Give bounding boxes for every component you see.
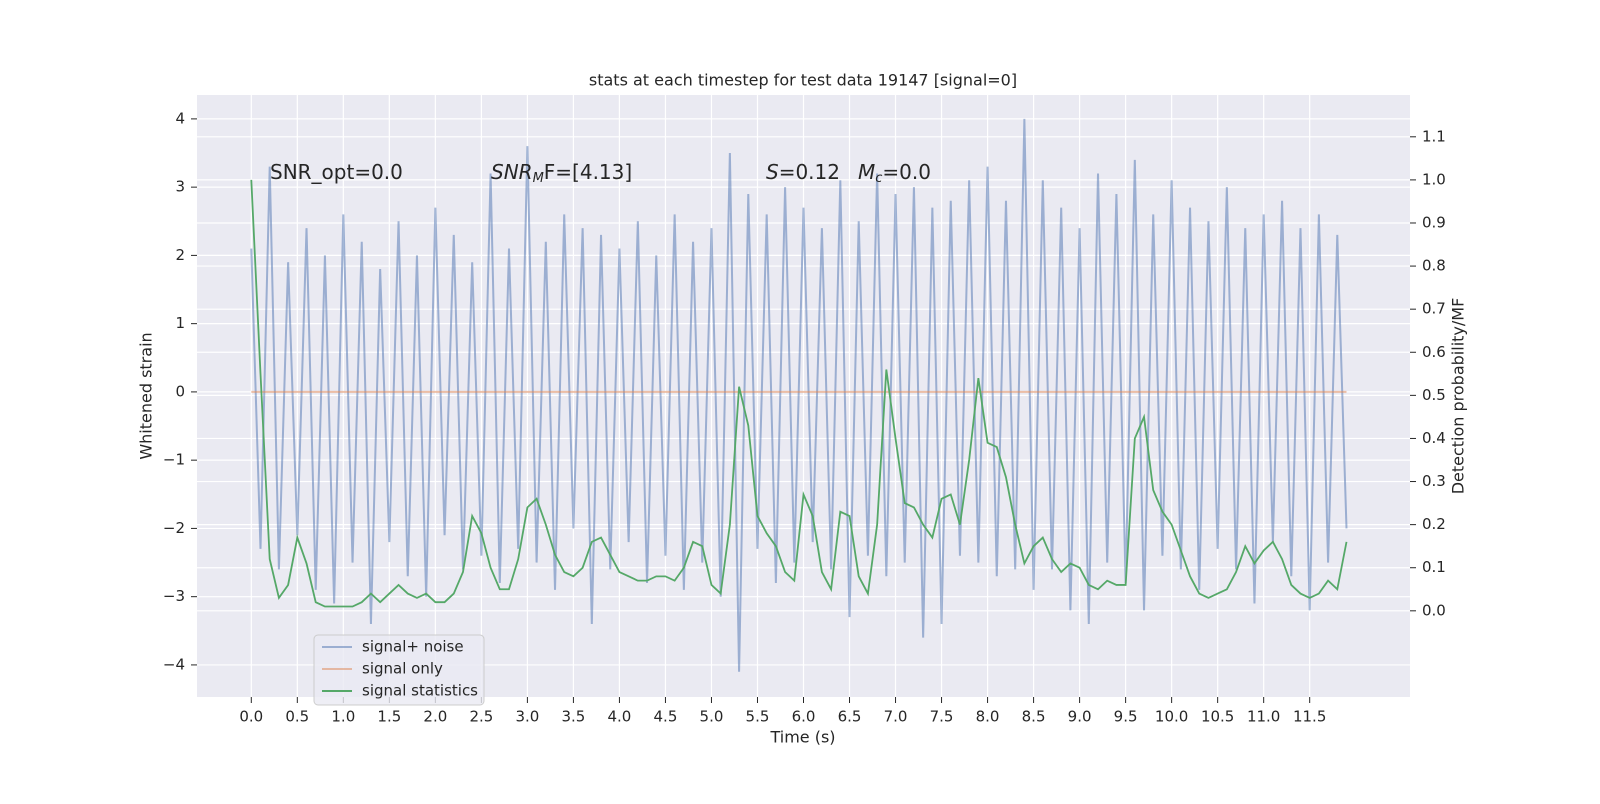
y-tick-label: 2 (175, 246, 185, 264)
y2-tick-label: 0.1 (1422, 558, 1446, 576)
x-tick-label: 3.5 (561, 708, 585, 726)
x-tick-label: 6.0 (792, 708, 816, 726)
annotation-part: M (858, 160, 875, 184)
x-tick-label: 0.5 (285, 708, 309, 726)
annotation-part: =0.0 (882, 160, 931, 184)
x-tick-label: 5.5 (746, 708, 770, 726)
x-tick-label: 8.0 (976, 708, 1000, 726)
annotation-part: M (533, 171, 544, 186)
x-tick-label: 1.0 (331, 708, 355, 726)
series-line (250, 179, 1348, 608)
legend-label: signal only (362, 660, 443, 678)
y-tick-label: 4 (175, 109, 185, 127)
annotation-part: =0.12 (779, 160, 840, 184)
y-tick-label: 3 (175, 178, 185, 196)
y-axis-label: Whitened strain (137, 332, 156, 459)
chart-title: stats at each timestep for test data 191… (589, 71, 1017, 90)
series-line (250, 118, 1348, 672)
annotation: SNRMF=[4.13] (491, 160, 632, 186)
y2-tick-label: 0.8 (1422, 257, 1446, 275)
x-tick-label: 9.0 (1068, 708, 1092, 726)
annotation-part: S (766, 160, 779, 184)
y-tick-label: −3 (163, 587, 185, 605)
legend-label: signal+ noise (362, 638, 464, 656)
x-tick-label: 4.0 (608, 708, 632, 726)
y2-axis-label: Detection probability/MF (1449, 298, 1468, 495)
x-tick-label: 2.0 (423, 708, 447, 726)
legend-box (313, 634, 485, 706)
y2-tick-label: 0.7 (1422, 300, 1446, 318)
x-axis-label: Time (s) (769, 728, 835, 747)
x-tick-label: 8.5 (1022, 708, 1046, 726)
y2-tick-label: 0.6 (1422, 343, 1446, 361)
x-tick-label: 7.0 (884, 708, 908, 726)
y2-tick-label: 0.5 (1422, 386, 1446, 404)
annotation-part: SNR (491, 160, 533, 184)
y2-tick-label: 0.0 (1422, 601, 1446, 619)
annotation: Mc=0.0 (858, 160, 931, 186)
annotation-part: SNR_opt=0.0 (270, 160, 403, 184)
x-tick-label: 11.5 (1293, 708, 1326, 726)
annotation-part: c (875, 171, 882, 186)
legend-label: signal statistics (362, 682, 478, 700)
x-tick-label: 4.5 (654, 708, 678, 726)
x-tick-label: 9.5 (1114, 708, 1138, 726)
y-tick-label: −1 (163, 451, 185, 469)
x-tick-label: 10.0 (1155, 708, 1188, 726)
x-tick-label: 5.0 (700, 708, 724, 726)
y2-tick-label: 0.3 (1422, 472, 1446, 490)
x-tick-label: 0.0 (239, 708, 263, 726)
x-tick-label: 2.5 (469, 708, 493, 726)
x-tick-label: 6.5 (838, 708, 862, 726)
annotation-part: F=[4.13] (544, 160, 632, 184)
annotation: SNR_opt=0.0 (270, 160, 403, 184)
x-tick-label: 7.5 (930, 708, 954, 726)
y-tick-label: −2 (163, 519, 185, 537)
y2-tick-label: 0.9 (1422, 213, 1446, 231)
y-tick-label: 1 (175, 314, 185, 332)
y-tick-label: 0 (175, 382, 185, 400)
x-tick-label: 11.0 (1247, 708, 1280, 726)
annotation: S=0.12 (766, 160, 840, 184)
y2-tick-label: 1.1 (1422, 127, 1446, 145)
x-tick-label: 10.5 (1201, 708, 1234, 726)
y2-tick-label: 0.2 (1422, 515, 1446, 533)
x-tick-label: 1.5 (377, 708, 401, 726)
y2-tick-label: 1.0 (1422, 170, 1446, 188)
x-tick-label: 3.0 (515, 708, 539, 726)
y2-tick-label: 0.4 (1422, 429, 1446, 447)
y-tick-label: −4 (163, 655, 185, 673)
